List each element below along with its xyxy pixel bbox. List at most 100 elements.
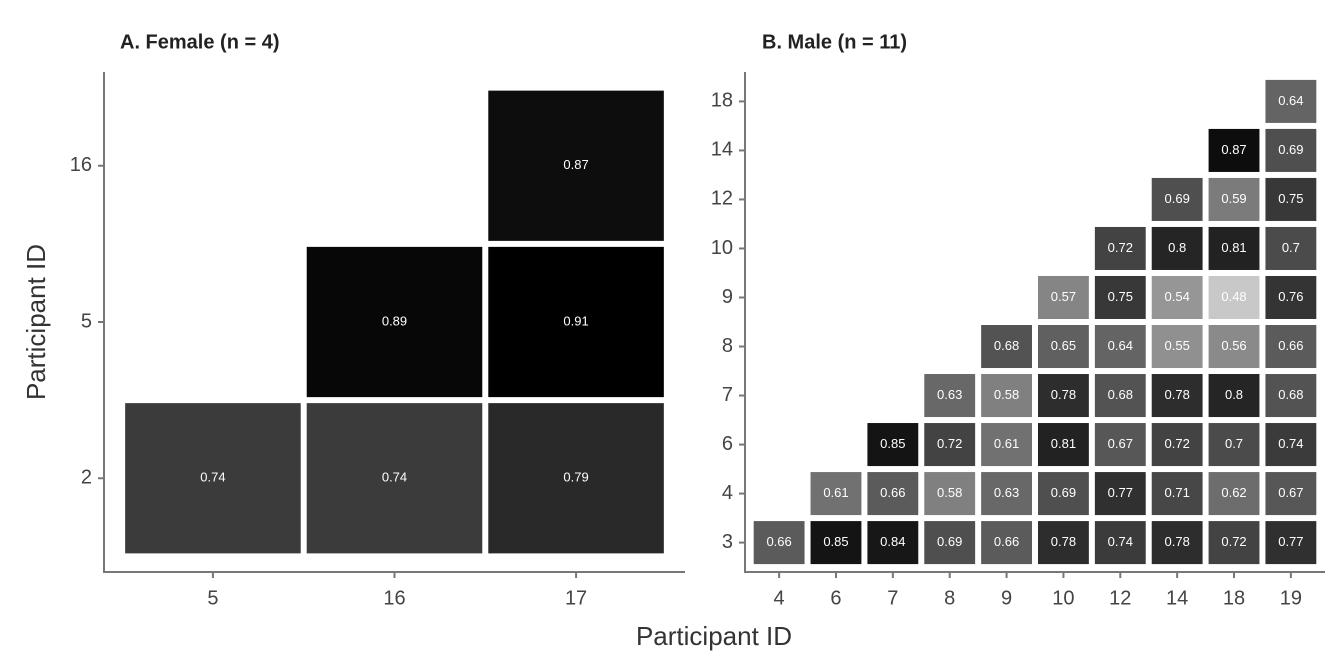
x-tick-label: 7 — [887, 587, 898, 609]
cell-label: 0.7 — [1225, 436, 1243, 451]
cell-label: 0.64 — [1278, 93, 1303, 108]
cell — [867, 423, 919, 467]
cell — [1038, 325, 1089, 369]
cell-label: 0.77 — [1278, 534, 1303, 549]
cell — [1208, 521, 1260, 565]
cell — [1151, 275, 1203, 319]
cell-label: 0.79 — [563, 470, 588, 485]
cell-label: 0.57 — [1051, 289, 1076, 304]
cell-label: 0.7 — [1282, 240, 1300, 255]
cell-label: 0.77 — [1108, 485, 1133, 500]
cell — [981, 325, 1032, 369]
x-tick-label: 19 — [1280, 587, 1302, 609]
cell-label: 0.75 — [1278, 191, 1303, 206]
cell-label: 0.85 — [823, 534, 848, 549]
x-tick-label: 18 — [1223, 587, 1245, 609]
cell-label: 0.61 — [994, 436, 1019, 451]
cell-label: 0.56 — [1221, 338, 1246, 353]
cell — [810, 521, 862, 565]
cell-label: 0.74 — [1278, 436, 1303, 451]
cell — [1208, 374, 1260, 418]
cell — [810, 472, 862, 516]
cell-label: 0.8 — [1225, 387, 1243, 402]
cell — [1265, 423, 1317, 467]
cell — [924, 521, 976, 565]
cell — [924, 423, 976, 467]
cell-label: 0.66 — [766, 534, 791, 549]
cell — [125, 403, 301, 554]
cell-label: 0.87 — [563, 157, 588, 172]
cell — [1265, 177, 1317, 221]
cell — [1151, 472, 1203, 516]
y-tick-label: 18 — [711, 90, 733, 112]
cell-label: 0.71 — [1165, 485, 1190, 500]
cell-label: 0.54 — [1165, 289, 1190, 304]
y-tick-label: 12 — [711, 188, 733, 210]
cell — [1151, 423, 1203, 467]
cell-label: 0.78 — [1051, 387, 1076, 402]
cell — [1208, 226, 1260, 270]
x-tick-label: 8 — [944, 587, 955, 609]
cell-label: 0.78 — [1165, 387, 1190, 402]
cell-label: 0.68 — [1108, 387, 1133, 402]
cell — [488, 403, 664, 554]
x-tick-label: 9 — [1001, 587, 1012, 609]
cell-label: 0.66 — [994, 534, 1019, 549]
cell — [1151, 325, 1203, 369]
cell — [488, 246, 664, 398]
cell — [1038, 423, 1089, 467]
cell — [1265, 374, 1317, 418]
cell-label: 0.74 — [1108, 534, 1133, 549]
y-tick-label: 6 — [722, 433, 733, 455]
cell-label: 0.75 — [1108, 289, 1133, 304]
cell — [867, 521, 919, 565]
x-axis-title: Participant ID — [636, 621, 792, 651]
cell-label: 0.62 — [1221, 485, 1246, 500]
cell — [1265, 128, 1317, 172]
cell-label: 0.76 — [1278, 289, 1303, 304]
cell — [1094, 226, 1146, 270]
cell-label: 0.78 — [1165, 534, 1190, 549]
y-tick-label: 9 — [722, 286, 733, 308]
cell-label: 0.64 — [1108, 338, 1133, 353]
cell — [1208, 472, 1260, 516]
cell-label: 0.59 — [1221, 191, 1246, 206]
cell — [1208, 128, 1260, 172]
cell-label: 0.66 — [880, 485, 905, 500]
cell-label: 0.91 — [563, 313, 588, 328]
y-tick-label: 2 — [81, 467, 92, 489]
cell-label: 0.63 — [937, 387, 962, 402]
cell — [1265, 79, 1317, 123]
cell-label: 0.87 — [1221, 142, 1246, 157]
cell — [981, 472, 1032, 516]
cell — [1208, 275, 1260, 319]
cell-label: 0.85 — [880, 436, 905, 451]
cell — [306, 246, 483, 398]
cell-label: 0.58 — [937, 485, 962, 500]
cell — [488, 90, 664, 241]
cell — [1038, 472, 1089, 516]
cell — [1038, 521, 1089, 565]
panel-title: A. Female (n = 4) — [120, 31, 280, 53]
cell — [1208, 423, 1260, 467]
cell-label: 0.55 — [1165, 338, 1190, 353]
cell-label: 0.78 — [1051, 534, 1076, 549]
cell-label: 0.63 — [994, 485, 1019, 500]
cell-label: 0.72 — [1221, 534, 1246, 549]
cell-label: 0.61 — [823, 485, 848, 500]
y-tick-label: 5 — [81, 310, 92, 332]
cell — [1094, 521, 1146, 565]
cell-label: 0.68 — [1278, 387, 1303, 402]
y-tick-label: 14 — [711, 139, 733, 161]
cell-label: 0.66 — [1278, 338, 1303, 353]
cell-label: 0.72 — [1108, 240, 1133, 255]
x-tick-label: 10 — [1052, 587, 1074, 609]
y-tick-label: 7 — [722, 384, 733, 406]
cell — [1265, 472, 1317, 516]
cell — [981, 423, 1032, 467]
cell — [1094, 325, 1146, 369]
cell — [1265, 325, 1317, 369]
cell — [924, 374, 976, 418]
panel-title: B. Male (n = 11) — [762, 31, 907, 53]
